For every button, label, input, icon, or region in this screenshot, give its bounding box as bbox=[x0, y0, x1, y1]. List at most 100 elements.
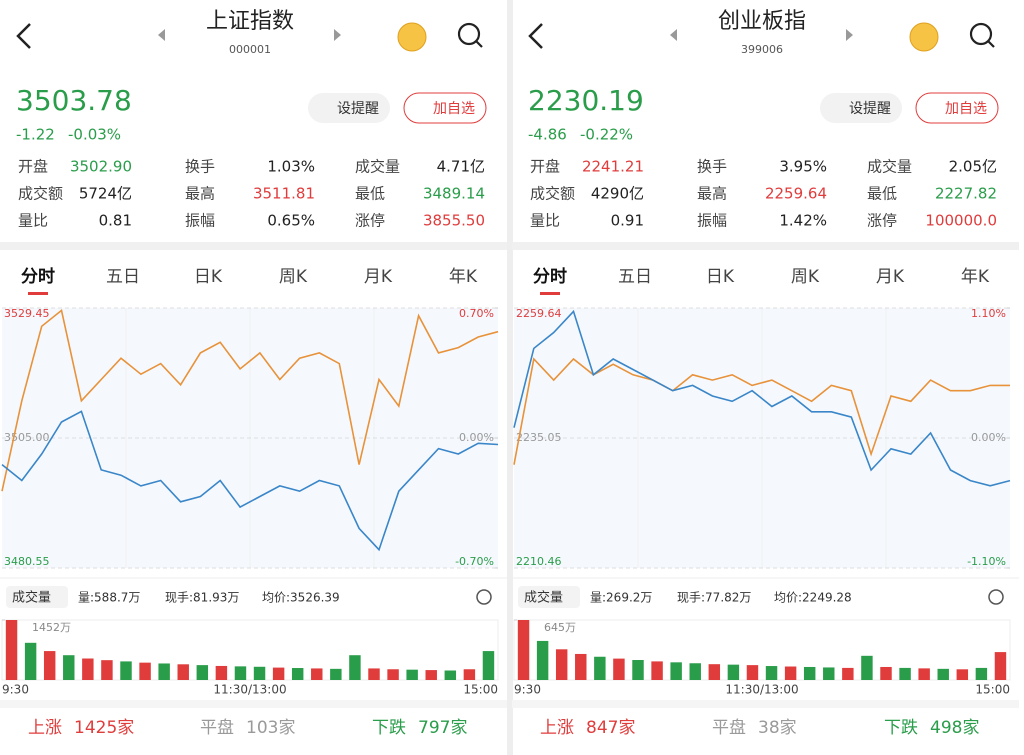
alert-button[interactable] bbox=[308, 93, 390, 123]
next-arrow[interactable] bbox=[334, 29, 341, 41]
volume-bar bbox=[444, 670, 457, 680]
volume-bar bbox=[956, 669, 969, 680]
x-tick-label: 11:30/13:00 bbox=[213, 683, 286, 697]
stat-value: 3511.81 bbox=[253, 185, 315, 203]
volume-bar bbox=[555, 649, 568, 680]
change-pct: -0.22% bbox=[580, 126, 633, 144]
volume-bar bbox=[727, 664, 740, 680]
price-line bbox=[513, 309, 1011, 487]
volume-bar bbox=[708, 664, 721, 680]
volume-bar bbox=[101, 660, 113, 680]
change: -1.22 bbox=[16, 126, 55, 144]
volume-selector[interactable] bbox=[518, 586, 580, 608]
volume-bar bbox=[43, 651, 56, 680]
watch-button[interactable] bbox=[403, 92, 487, 124]
stat-label: 涨停 bbox=[867, 212, 897, 230]
settings-icon[interactable] bbox=[476, 589, 492, 605]
tab[interactable]: 日K bbox=[194, 267, 223, 287]
band bbox=[512, 700, 1019, 708]
volume-selector[interactable] bbox=[6, 586, 68, 608]
volume-bar bbox=[613, 658, 625, 680]
volume-bar bbox=[215, 665, 228, 680]
tab[interactable]: 五日 bbox=[618, 267, 652, 287]
alert-label: 设提醒 bbox=[337, 101, 379, 117]
search-icon[interactable] bbox=[457, 22, 481, 46]
stat-label: 成交量 bbox=[355, 158, 400, 176]
watch-button[interactable] bbox=[915, 92, 999, 124]
tab[interactable]: 月K bbox=[364, 267, 393, 287]
tab[interactable]: 分时 bbox=[533, 267, 567, 287]
volume-tick-label: 1452万 bbox=[32, 621, 71, 634]
volume-bar bbox=[975, 667, 988, 680]
alert-label: 设提醒 bbox=[849, 101, 891, 117]
stat-value: 2259.64 bbox=[765, 185, 827, 203]
tab[interactable]: 周K bbox=[791, 267, 820, 287]
stat-value: 2241.21 bbox=[582, 158, 644, 176]
band bbox=[0, 242, 507, 250]
breadth-value: 498家 bbox=[930, 718, 979, 738]
stat-label: 最高 bbox=[185, 185, 215, 203]
breadth-value: 847家 bbox=[586, 718, 635, 738]
back-button[interactable] bbox=[528, 23, 543, 49]
volume-bar bbox=[234, 666, 247, 680]
tab[interactable]: 五日 bbox=[106, 267, 140, 287]
tab[interactable]: 年K bbox=[449, 267, 478, 287]
y-tick-label: 2210.46 bbox=[516, 555, 562, 568]
tab[interactable]: 周K bbox=[279, 267, 308, 287]
volume-bar bbox=[82, 658, 94, 680]
y2-tick-label: -1.10% bbox=[967, 555, 1006, 568]
change: -4.86 bbox=[528, 126, 567, 144]
volume-stat: 量:588.7万 bbox=[78, 591, 140, 605]
breadth-label: 平盘 bbox=[712, 718, 746, 738]
alert-button[interactable] bbox=[820, 93, 902, 123]
stat-value: 3489.14 bbox=[423, 185, 485, 203]
volume-stat: 现手:77.82万 bbox=[677, 591, 751, 605]
stat-value: 0.81 bbox=[99, 212, 132, 230]
mascot-icon[interactable] bbox=[397, 22, 427, 52]
stat-label: 最低 bbox=[867, 185, 897, 203]
stat-value: 4.71亿 bbox=[437, 158, 485, 176]
volume-area bbox=[513, 619, 1011, 681]
back-button[interactable] bbox=[16, 23, 31, 49]
volume-bar bbox=[994, 652, 1007, 680]
volume-bar bbox=[387, 669, 399, 680]
y-tick-label: 3480.55 bbox=[4, 555, 50, 568]
breadth-value: 1425家 bbox=[74, 718, 134, 738]
stat-label: 成交量 bbox=[867, 158, 912, 176]
y2-tick-label: -0.70% bbox=[455, 555, 494, 568]
mascot-icon[interactable] bbox=[909, 22, 939, 52]
volume-bar bbox=[177, 664, 189, 680]
volume-bar bbox=[24, 642, 37, 680]
tab[interactable]: 日K bbox=[706, 267, 735, 287]
volume-bar bbox=[368, 668, 380, 680]
stat-label: 开盘 bbox=[530, 158, 560, 176]
tab[interactable]: 月K bbox=[876, 267, 905, 287]
prev-arrow[interactable] bbox=[670, 29, 677, 41]
change-pct: -0.03% bbox=[68, 126, 121, 144]
volume-bar bbox=[803, 666, 816, 680]
stat-value: 1.42% bbox=[779, 212, 827, 230]
x-tick-label: 15:00 bbox=[463, 683, 498, 697]
volume-bar bbox=[482, 651, 495, 680]
tab[interactable]: 分时 bbox=[21, 267, 55, 287]
volume-bar bbox=[880, 666, 892, 680]
volume-bar bbox=[670, 662, 682, 680]
stat-value: 5724亿 bbox=[79, 185, 132, 203]
stat-value: 3.95% bbox=[779, 158, 827, 176]
stat-value: 100000.0 bbox=[925, 212, 997, 230]
prev-arrow[interactable] bbox=[158, 29, 165, 41]
volume-bar bbox=[425, 670, 437, 680]
breadth-label: 上涨 bbox=[28, 718, 62, 738]
next-arrow[interactable] bbox=[846, 29, 853, 41]
search-icon[interactable] bbox=[969, 22, 993, 46]
stat-label: 振幅 bbox=[185, 212, 215, 230]
price-line bbox=[1, 410, 499, 552]
settings-icon[interactable] bbox=[988, 589, 1004, 605]
divider bbox=[507, 0, 513, 755]
stat-value: 2.05亿 bbox=[949, 158, 997, 176]
volume-stat: 均价:3526.39 bbox=[262, 591, 340, 605]
tab[interactable]: 年K bbox=[961, 267, 990, 287]
y-tick-label: 3529.45 bbox=[4, 307, 50, 320]
